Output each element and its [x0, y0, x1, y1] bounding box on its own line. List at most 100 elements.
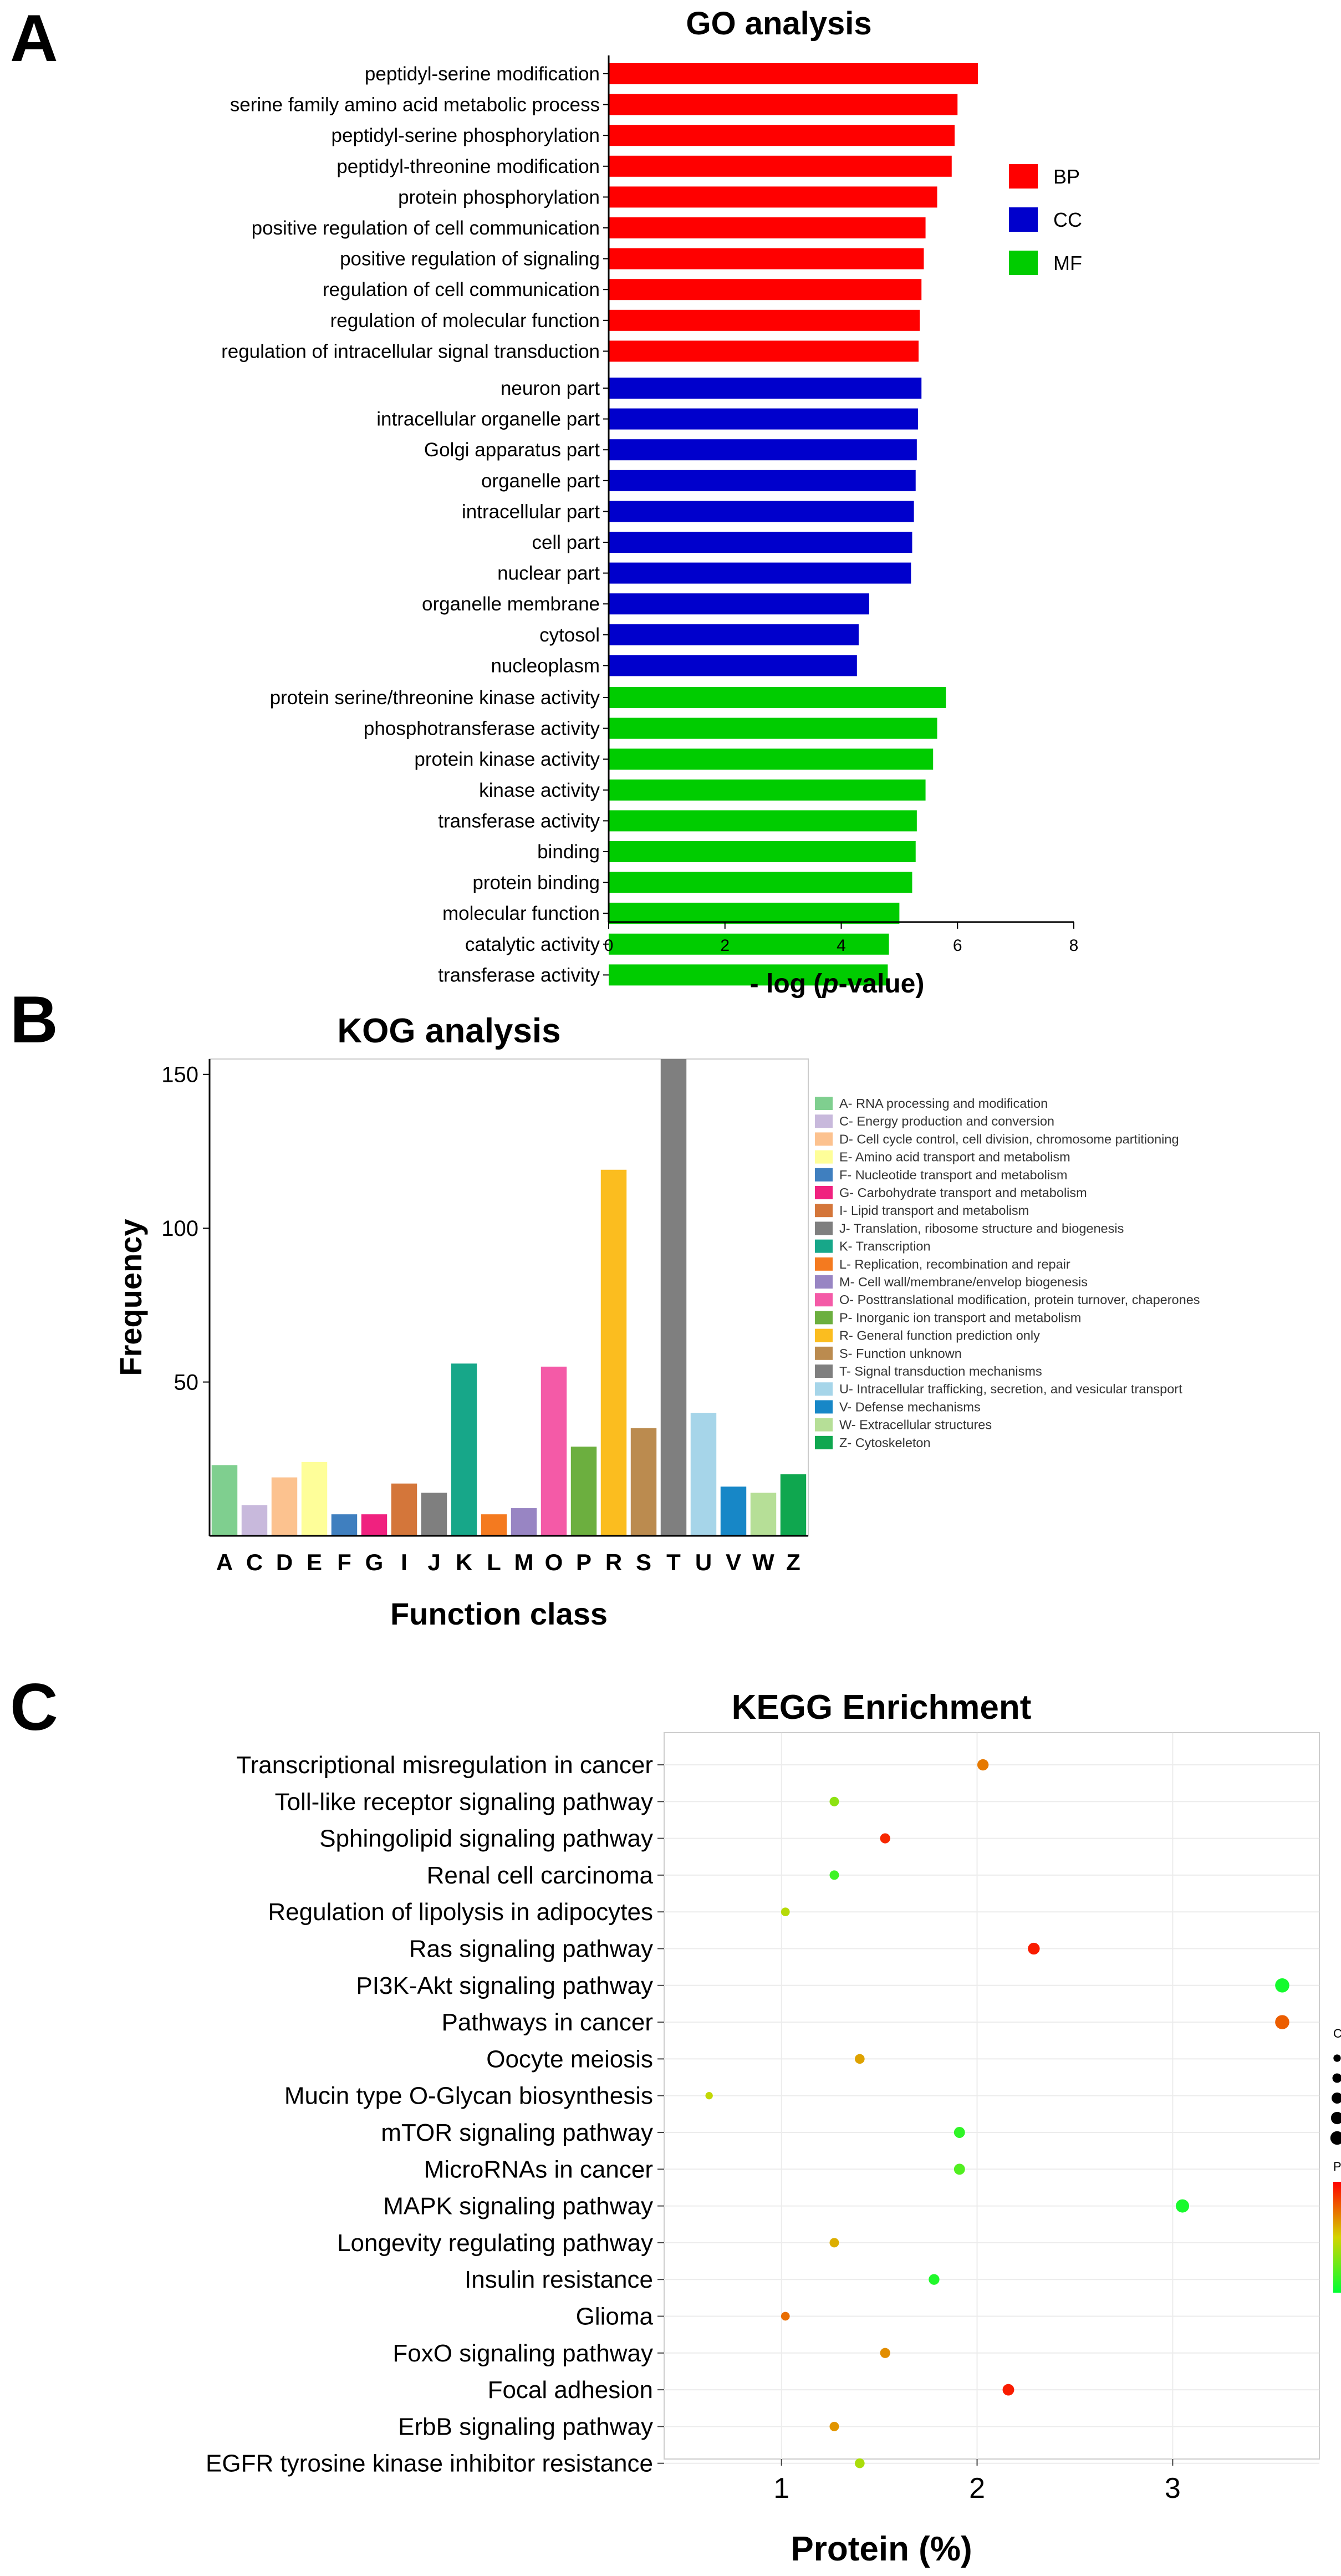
go-title: GO analysis	[686, 6, 871, 42]
kog-legend-swatch	[815, 1293, 833, 1307]
kog-x-tick-label: D	[276, 1549, 293, 1575]
kegg-category-label: PI3K-Akt signaling pathway	[356, 1972, 653, 1999]
kog-legend-label: C- Energy production and conversion	[839, 1114, 1054, 1128]
kog-legend-swatch	[815, 1328, 833, 1342]
kegg-category-label: Toll-like receptor signaling pathway	[275, 1788, 653, 1815]
go-analysis-chart: GO analysis peptidyl-serine modification…	[221, 6, 1082, 999]
kog-x-tick-label: K	[456, 1549, 472, 1575]
kegg-pvalue-legend-title: P Value	[1333, 2160, 1341, 2173]
kog-legend-swatch	[815, 1221, 833, 1235]
go-x-tick-label: 6	[953, 936, 962, 955]
kog-x-tick-label: G	[365, 1549, 384, 1575]
kog-legend-label: I- Lipid transport and metabolism	[839, 1203, 1029, 1218]
kog-legend-swatch	[815, 1204, 833, 1218]
kegg-category-label: Oocyte meiosis	[486, 2045, 653, 2073]
go-category-label: serine family amino acid metabolic proce…	[230, 94, 600, 116]
kog-x-tick-label: R	[605, 1549, 622, 1575]
go-category-label: neuron part	[501, 378, 600, 399]
kog-legend-label: L- Replication, recombination and repair	[839, 1257, 1070, 1271]
go-bar	[609, 687, 946, 708]
kog-x-tick-label: C	[246, 1549, 263, 1575]
kegg-category-label: FoxO signaling pathway	[392, 2340, 653, 2367]
kog-bar	[780, 1474, 807, 1536]
kegg-category-label: Insulin resistance	[465, 2266, 653, 2293]
kegg-point	[1275, 2015, 1289, 2029]
kog-x-tick-label: E	[307, 1549, 322, 1575]
go-category-label: molecular function	[442, 903, 600, 924]
kegg-x-axis-label: Protein (%)	[791, 2530, 972, 2568]
kegg-category-label: Sphingolipid signaling pathway	[319, 1825, 653, 1852]
go-bar	[609, 933, 889, 955]
kegg-point	[929, 2274, 940, 2285]
go-category-label: intracellular part	[462, 501, 600, 522]
go-bar	[609, 94, 958, 115]
go-category-label: organelle membrane	[422, 593, 600, 615]
kog-bar	[331, 1514, 358, 1536]
go-category-label: cytosol	[539, 624, 600, 646]
go-legend-swatch	[1009, 251, 1038, 275]
kog-x-tick-label: L	[487, 1549, 501, 1575]
kog-legend-label: S- Function unknown	[839, 1346, 962, 1361]
kog-y-axis-label: Frequency	[113, 1219, 148, 1376]
kegg-x-tick-label: 1	[773, 2472, 789, 2504]
kegg-category-label: mTOR signaling pathway	[381, 2119, 653, 2146]
go-category-label: intracellular organelle part	[376, 409, 600, 430]
kegg-category-label: Ras signaling pathway	[409, 1936, 653, 1963]
kog-bar	[750, 1493, 777, 1536]
go-category-label: peptidyl-threonine modification	[336, 156, 600, 177]
kegg-point	[977, 1759, 989, 1771]
go-category-label: organelle part	[481, 470, 600, 492]
go-bar	[609, 63, 978, 84]
kegg-point	[855, 2054, 865, 2064]
go-category-label: protein phosphorylation	[398, 186, 600, 208]
kegg-pvalue-colorbar	[1333, 2182, 1341, 2293]
kegg-count-legend-dot	[1330, 2131, 1341, 2145]
kog-bar	[600, 1169, 627, 1536]
go-bar	[609, 532, 912, 553]
kegg-category-label: ErbB signaling pathway	[398, 2413, 653, 2440]
go-bar	[609, 248, 924, 269]
kegg-count-legend-dot	[1333, 2054, 1341, 2062]
kog-title: KOG analysis	[337, 1012, 560, 1050]
kog-plot-frame	[209, 1058, 809, 1536]
go-bar	[609, 125, 955, 146]
kog-bar	[361, 1514, 387, 1536]
kog-legend-label: T- Signal transduction mechanisms	[839, 1364, 1042, 1378]
go-bar	[609, 717, 937, 739]
go-category-label: peptidyl-serine phosphorylation	[332, 125, 600, 146]
go-bar	[609, 186, 937, 208]
kegg-point	[781, 1907, 790, 1917]
kog-bars-group	[211, 1059, 807, 1536]
kog-bar	[630, 1428, 657, 1536]
kog-legend-swatch	[815, 1114, 833, 1128]
kog-legend-label: W- Extracellular structures	[839, 1418, 992, 1432]
kog-legend-label: U- Intracellular trafficking, secretion,…	[839, 1382, 1182, 1396]
kog-x-tick-label: W	[752, 1549, 774, 1575]
go-category-label: protein binding	[472, 872, 600, 894]
kegg-point	[954, 2163, 965, 2175]
kegg-point	[1176, 2199, 1190, 2213]
kog-legend-swatch	[815, 1097, 833, 1110]
kegg-point	[855, 2458, 865, 2468]
kegg-category-label: Transcriptional misregulation in cancer	[236, 1752, 653, 1779]
go-bar	[609, 810, 917, 832]
go-category-label: cell part	[532, 532, 600, 553]
kegg-point	[954, 2127, 965, 2138]
go-category-label: peptidyl-serine modification	[365, 63, 600, 85]
kog-legend-label: A- RNA processing and modification	[839, 1096, 1048, 1111]
go-category-label: regulation of cell communication	[323, 279, 600, 301]
kegg-legend: Count510152025P Value0.00750.00500.0025	[1330, 2027, 1341, 2293]
go-category-label: nucleoplasm	[491, 655, 600, 676]
kegg-point	[829, 2238, 839, 2248]
kog-x-tick-label: S	[636, 1549, 651, 1575]
kog-x-tick-label: M	[514, 1549, 534, 1575]
panel-b-letter: B	[10, 982, 58, 1057]
go-bar	[609, 408, 918, 430]
kog-legend-swatch	[815, 1239, 833, 1253]
go-category-label: regulation of intracellular signal trans…	[221, 340, 600, 362]
kog-legend-label: M- Cell wall/membrane/envelop biogenesis	[839, 1275, 1088, 1289]
kog-bar	[421, 1493, 447, 1536]
go-category-label: binding	[537, 841, 600, 863]
kog-legend-swatch	[815, 1365, 833, 1378]
